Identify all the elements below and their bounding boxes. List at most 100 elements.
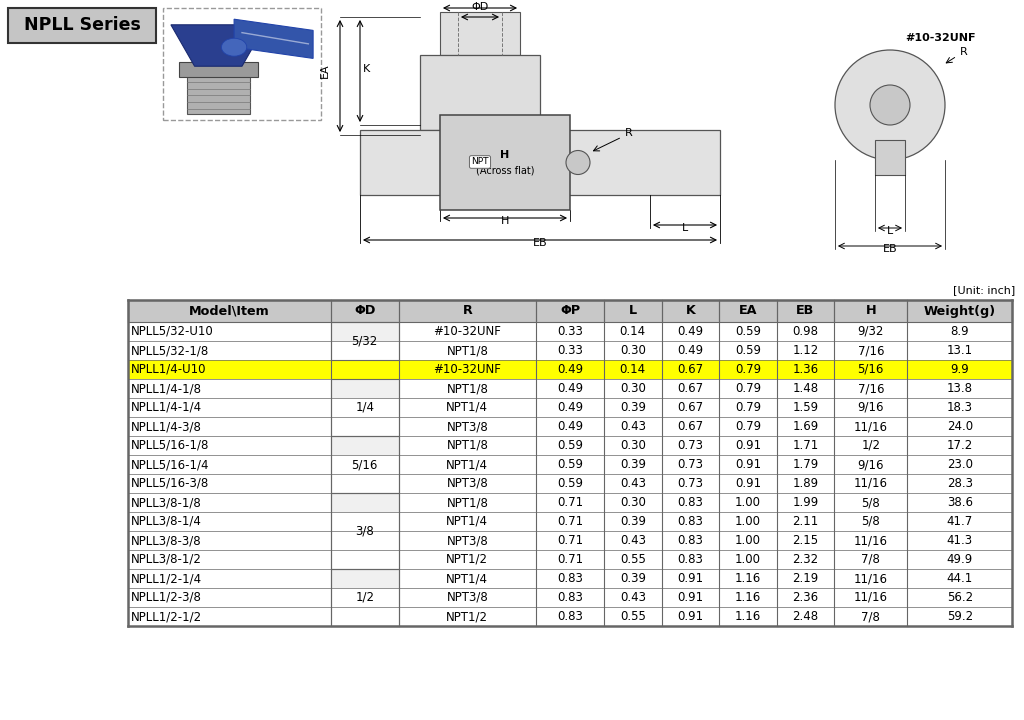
Text: 1.16: 1.16 — [735, 572, 761, 585]
Bar — [331, 322, 398, 360]
Text: 7/16: 7/16 — [857, 382, 884, 395]
Bar — [331, 569, 398, 626]
Bar — [128, 417, 1012, 436]
Text: 0.83: 0.83 — [557, 572, 583, 585]
Bar — [128, 341, 1012, 360]
Bar — [331, 493, 398, 569]
Text: 0.55: 0.55 — [620, 553, 646, 566]
Text: 11/16: 11/16 — [854, 477, 888, 490]
Text: 0.79: 0.79 — [735, 363, 761, 376]
Circle shape — [835, 50, 945, 160]
Text: R: R — [463, 305, 472, 318]
Text: 7/16: 7/16 — [857, 344, 884, 357]
Text: 2.19: 2.19 — [793, 572, 818, 585]
Text: 1.99: 1.99 — [793, 496, 818, 509]
Text: 0.59: 0.59 — [735, 325, 761, 338]
Text: 7/8: 7/8 — [861, 553, 881, 566]
Bar — [420, 55, 540, 130]
Text: 5/16: 5/16 — [857, 363, 884, 376]
Text: 0.59: 0.59 — [735, 344, 761, 357]
Text: 0.83: 0.83 — [677, 515, 703, 528]
Text: #10-32UNF: #10-32UNF — [905, 33, 976, 43]
Bar — [128, 531, 1012, 550]
Text: 1/2: 1/2 — [861, 439, 881, 452]
Text: NPLL1/2-1/2: NPLL1/2-1/2 — [131, 610, 202, 623]
Text: 1.69: 1.69 — [793, 420, 818, 433]
Text: 0.71: 0.71 — [557, 515, 583, 528]
Text: 0.91: 0.91 — [735, 458, 761, 471]
Text: 9.9: 9.9 — [950, 363, 969, 376]
Text: NPT3/8: NPT3/8 — [446, 420, 488, 433]
Text: 41.3: 41.3 — [946, 534, 973, 547]
Text: K: K — [685, 305, 695, 318]
Text: 0.39: 0.39 — [620, 515, 646, 528]
Polygon shape — [179, 62, 258, 78]
Text: 24.0: 24.0 — [946, 420, 973, 433]
Text: 0.43: 0.43 — [620, 477, 646, 490]
Text: 1.00: 1.00 — [735, 553, 761, 566]
Text: 0.59: 0.59 — [557, 439, 583, 452]
Text: R: R — [625, 128, 633, 138]
Text: 2.48: 2.48 — [793, 610, 818, 623]
Text: 0.83: 0.83 — [677, 534, 703, 547]
Bar — [128, 379, 1012, 398]
Text: EB: EB — [797, 305, 814, 318]
Text: 5/16: 5/16 — [351, 458, 378, 471]
Text: NPT1/8: NPT1/8 — [446, 439, 488, 452]
Text: NPLL5/32-U10: NPLL5/32-U10 — [131, 325, 214, 338]
Text: 11/16: 11/16 — [854, 534, 888, 547]
Text: 1.16: 1.16 — [735, 610, 761, 623]
Text: 1/2: 1/2 — [355, 591, 374, 604]
Bar — [128, 493, 1012, 512]
Text: 0.79: 0.79 — [735, 401, 761, 414]
Text: ΦD: ΦD — [471, 2, 488, 12]
Text: 0.43: 0.43 — [620, 420, 646, 433]
Text: ΦD: ΦD — [354, 305, 376, 318]
Text: 0.91: 0.91 — [735, 439, 761, 452]
Text: NPLL3/8-1/2: NPLL3/8-1/2 — [131, 553, 202, 566]
Text: #10-32UNF: #10-32UNF — [433, 325, 502, 338]
Text: 0.91: 0.91 — [735, 477, 761, 490]
Circle shape — [566, 150, 590, 174]
Text: NPLL3/8-1/4: NPLL3/8-1/4 — [131, 515, 202, 528]
Text: NPT1/4: NPT1/4 — [446, 572, 488, 585]
Text: 11/16: 11/16 — [854, 572, 888, 585]
Text: 2.15: 2.15 — [793, 534, 818, 547]
Text: 0.73: 0.73 — [677, 458, 703, 471]
Text: 2.11: 2.11 — [793, 515, 818, 528]
Text: 1.00: 1.00 — [735, 496, 761, 509]
Text: 11/16: 11/16 — [854, 591, 888, 604]
Bar — [128, 436, 1012, 455]
Bar — [8, 8, 156, 43]
Text: Model\Item: Model\Item — [189, 305, 269, 318]
Text: NPT1/2: NPT1/2 — [446, 553, 488, 566]
Text: NPT3/8: NPT3/8 — [446, 591, 488, 604]
Bar — [331, 436, 398, 493]
Text: 9/16: 9/16 — [857, 458, 884, 471]
Text: 0.59: 0.59 — [557, 477, 583, 490]
Text: NPT1/8: NPT1/8 — [446, 382, 488, 395]
Text: 0.33: 0.33 — [557, 325, 583, 338]
Text: NPLL1/4-1/8: NPLL1/4-1/8 — [131, 382, 202, 395]
Text: 0.39: 0.39 — [620, 572, 646, 585]
Text: 5/8: 5/8 — [861, 496, 881, 509]
Bar — [331, 322, 398, 360]
Text: NPT1/4: NPT1/4 — [446, 401, 488, 414]
Text: 1.00: 1.00 — [735, 515, 761, 528]
Text: 0.71: 0.71 — [557, 534, 583, 547]
Text: 56.2: 56.2 — [946, 591, 973, 604]
Text: L: L — [887, 226, 893, 236]
Text: 1.12: 1.12 — [793, 344, 818, 357]
Bar — [128, 300, 1012, 322]
Text: 0.14: 0.14 — [620, 325, 646, 338]
Text: 0.30: 0.30 — [620, 496, 646, 509]
Bar — [331, 379, 398, 436]
Text: 1.79: 1.79 — [793, 458, 818, 471]
Text: 1.00: 1.00 — [735, 534, 761, 547]
Text: H: H — [501, 150, 510, 160]
Text: ΦP: ΦP — [472, 0, 487, 2]
Text: 0.33: 0.33 — [557, 344, 583, 357]
Text: H: H — [865, 305, 877, 318]
Text: 0.59: 0.59 — [557, 458, 583, 471]
Text: 23.0: 23.0 — [947, 458, 973, 471]
